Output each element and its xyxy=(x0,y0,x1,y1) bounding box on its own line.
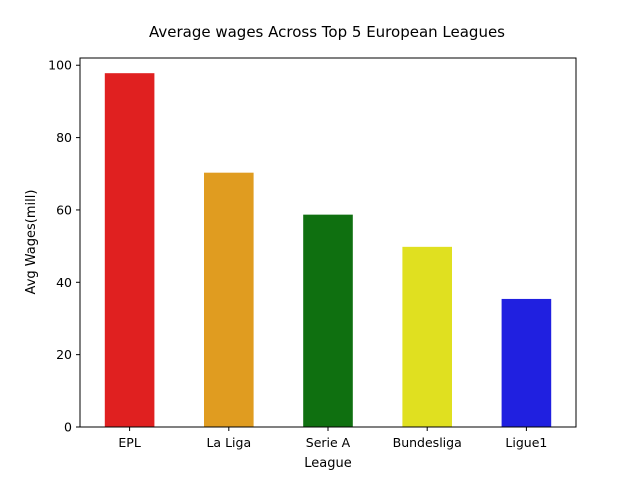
y-axis: 0 20 40 60 80 100 xyxy=(48,58,80,435)
y-tick-label-40: 40 xyxy=(56,275,72,290)
y-tick-label-0: 0 xyxy=(64,420,72,435)
x-tick-label-la-liga: La Liga xyxy=(206,435,251,450)
x-axis-label: League xyxy=(304,456,351,471)
x-tick-label-bundesliga: Bundesliga xyxy=(393,435,462,450)
chart-title: Average wages Across Top 5 European Leag… xyxy=(149,23,505,41)
y-tick-label-20: 20 xyxy=(56,347,72,362)
bar-epl xyxy=(104,73,155,427)
x-tick-label-ligue1: Ligue1 xyxy=(505,435,547,450)
y-tick-label-100: 100 xyxy=(48,58,72,73)
bars-group xyxy=(104,73,552,427)
y-tick-label-60: 60 xyxy=(56,202,72,217)
bar-ligue1 xyxy=(501,298,552,427)
bar-serie-a xyxy=(303,214,353,427)
x-tick-label-epl: EPL xyxy=(118,435,140,450)
y-axis-label: Avg Wages(mill) xyxy=(24,190,39,295)
bar-la-liga xyxy=(204,172,254,427)
x-tick-label-serie-a: Serie A xyxy=(306,435,351,450)
bar-bundesliga xyxy=(402,246,452,427)
y-tick-label-80: 80 xyxy=(56,130,72,145)
x-axis: EPL La Liga Serie A Bundesliga Ligue1 xyxy=(118,427,547,450)
